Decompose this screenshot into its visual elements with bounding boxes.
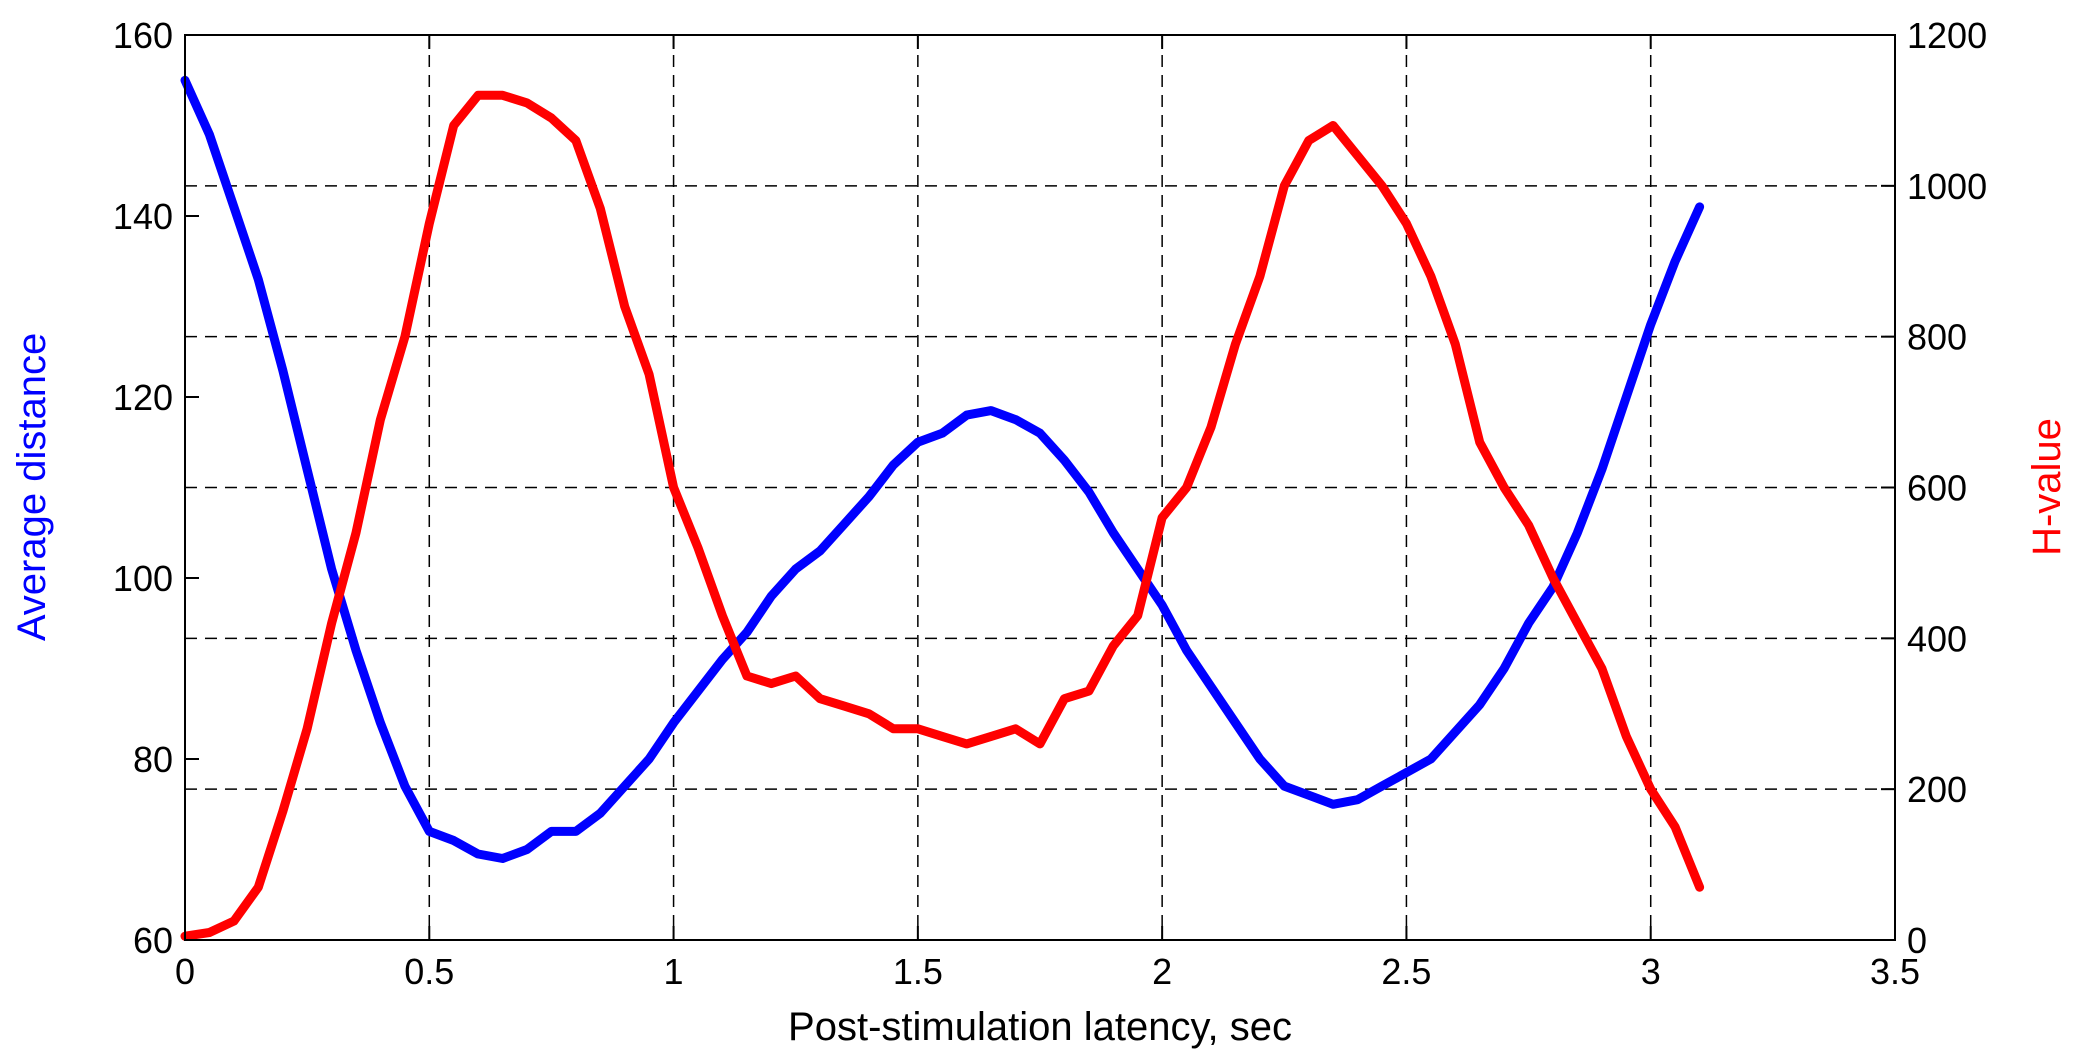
x-tick-label: 2 bbox=[1152, 951, 1172, 992]
x-tick-label: 3.5 bbox=[1870, 951, 1920, 992]
left-y-tick-label: 100 bbox=[113, 558, 173, 599]
x-tick-label: 1 bbox=[664, 951, 684, 992]
right-y-axis-title: H-value bbox=[2025, 418, 2069, 556]
right-y-tick-label: 600 bbox=[1907, 468, 1967, 509]
x-tick-label: 0.5 bbox=[404, 951, 454, 992]
right-y-tick-label: 1000 bbox=[1907, 166, 1987, 207]
left-y-axis-title: Average distance bbox=[10, 333, 54, 641]
grid bbox=[185, 35, 1895, 940]
right-y-tick-label: 1200 bbox=[1907, 15, 1987, 56]
tick-labels: 0 0.5 1 1.5 2 2.5 3 3.5 60 80 100 120 140 160 0 200 400 6… bbox=[113, 15, 1987, 992]
right-y-tick-label: 200 bbox=[1907, 769, 1967, 810]
left-y-tick-label: 60 bbox=[133, 920, 173, 961]
right-y-tick-label: 800 bbox=[1907, 317, 1967, 358]
left-y-tick-label: 160 bbox=[113, 15, 173, 56]
right-y-tick-label: 0 bbox=[1907, 920, 1927, 961]
left-y-tick-label: 140 bbox=[113, 196, 173, 237]
average-distance-series-line bbox=[180, 75, 1705, 863]
x-tick-label: 3 bbox=[1641, 951, 1661, 992]
h-value-series-line bbox=[180, 90, 1705, 941]
right-y-tick-label: 400 bbox=[1907, 618, 1967, 659]
ticks bbox=[184, 34, 1896, 941]
x-tick-label: 0 bbox=[175, 951, 195, 992]
left-y-tick-label: 80 bbox=[133, 739, 173, 780]
x-tick-label: 1.5 bbox=[893, 951, 943, 992]
left-y-tick-label: 120 bbox=[113, 377, 173, 418]
x-tick-label: 2.5 bbox=[1381, 951, 1431, 992]
series-layer bbox=[180, 75, 1705, 941]
x-axis-title: Post-stimulation latency, sec bbox=[788, 1005, 1292, 1049]
